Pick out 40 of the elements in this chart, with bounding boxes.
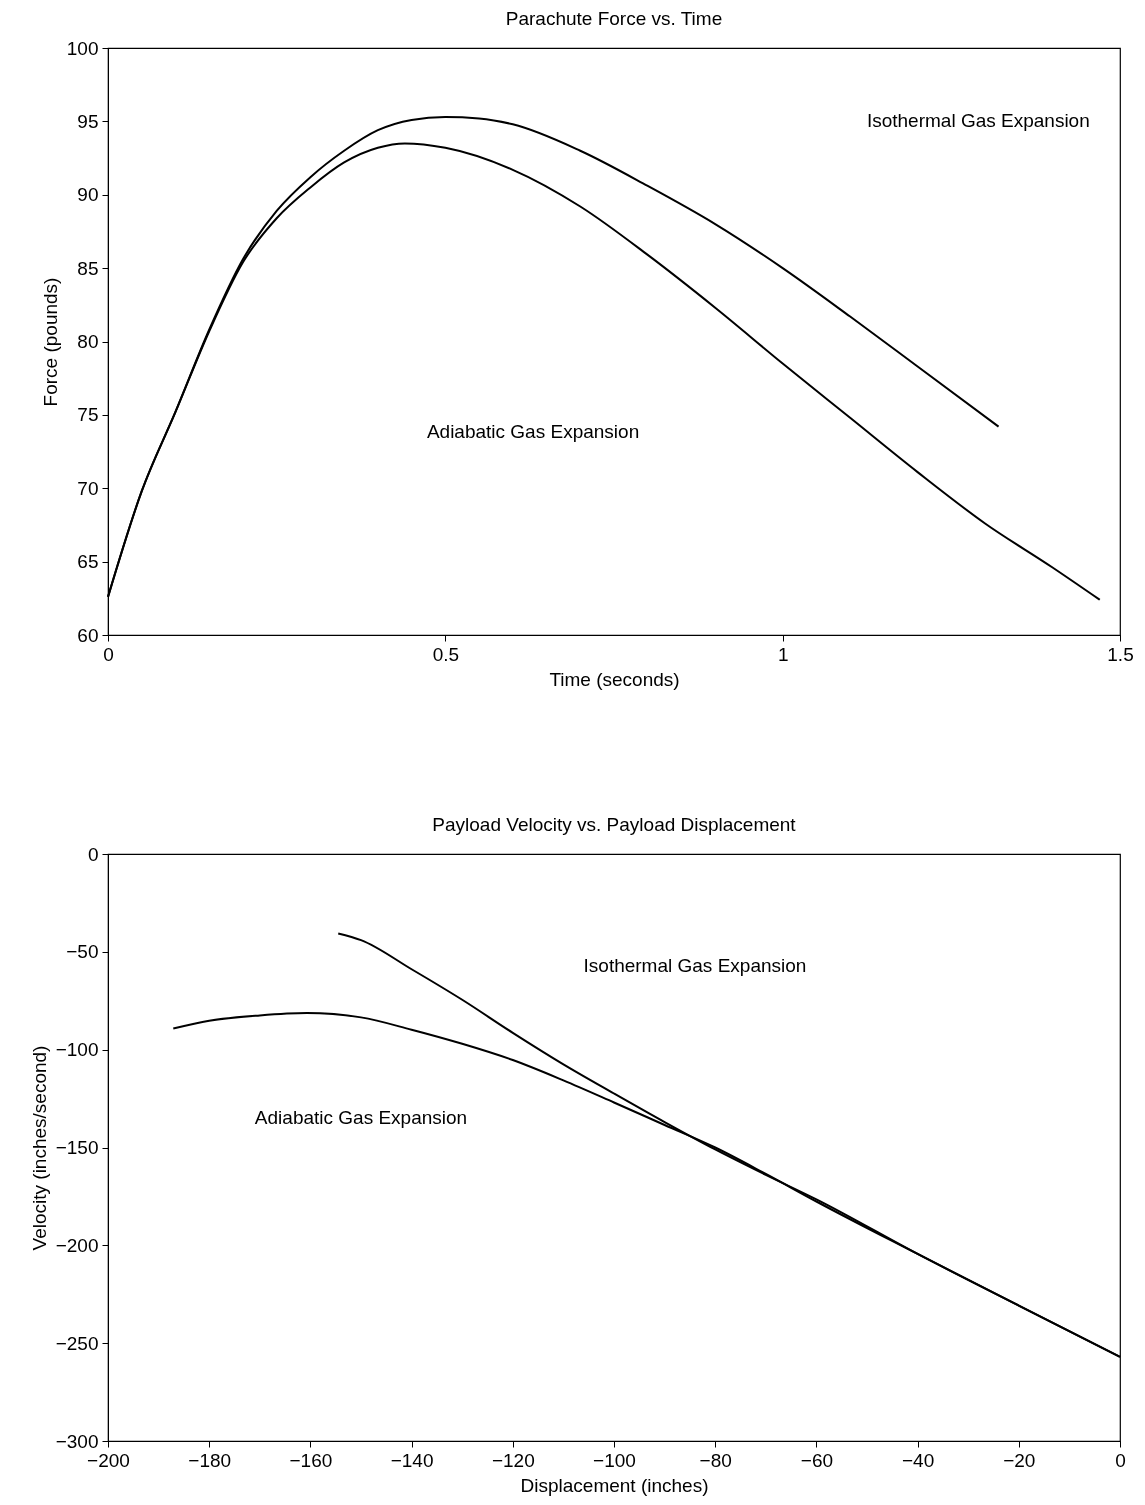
x-axis-title: Displacement (inches) — [520, 1474, 709, 1496]
y-tick-label: 75 — [77, 404, 99, 426]
x-tick-label: −140 — [390, 1449, 434, 1471]
x-tick-label: −160 — [289, 1449, 333, 1471]
x-tick-label: −20 — [1003, 1449, 1036, 1471]
y-tick-label: −50 — [66, 941, 99, 963]
annotation: Isothermal Gas Expansion — [583, 954, 807, 976]
y-tick-label: 65 — [77, 551, 99, 573]
chart-title: Parachute Force vs. Time — [505, 8, 723, 29]
y-tick-label: −150 — [55, 1137, 99, 1158]
x-tick-label: 0 — [1115, 1449, 1126, 1471]
y-tick-label: −250 — [55, 1332, 99, 1354]
y-tick-label: 0 — [87, 843, 99, 865]
y-tick-label: 100 — [66, 37, 99, 59]
x-tick-label: −80 — [699, 1449, 732, 1471]
y-tick-label: 80 — [77, 331, 99, 352]
annotation: Adiabatic Gas Expansion — [426, 421, 640, 443]
x-axis-title: Time (seconds) — [549, 668, 680, 690]
y-tick-label: 85 — [77, 257, 99, 279]
y-tick-label: 95 — [77, 110, 99, 132]
y-tick-label: 60 — [77, 624, 99, 646]
chart-title: Payload Velocity vs. Payload Displacement — [432, 814, 797, 835]
annotation: Isothermal Gas Expansion — [866, 110, 1090, 132]
y-tick-label: −100 — [55, 1039, 99, 1061]
x-tick-label: 1 — [777, 643, 789, 665]
x-tick-label: −120 — [491, 1449, 535, 1471]
x-tick-label: 0.5 — [432, 643, 460, 665]
y-tick-label: −300 — [55, 1430, 99, 1452]
y-tick-label: 90 — [77, 184, 99, 206]
x-tick-label: 0 — [103, 643, 114, 665]
y-tick-label: 70 — [77, 477, 99, 499]
y-axis-title: Velocity (inches/second) — [28, 1045, 50, 1251]
annotation: Adiabatic Gas Expansion — [254, 1107, 468, 1129]
x-tick-label: 1.5 — [1107, 643, 1134, 665]
x-tick-label: −100 — [593, 1449, 636, 1471]
x-tick-label: −40 — [901, 1449, 935, 1471]
x-tick-label: −60 — [800, 1449, 834, 1471]
x-tick-label: −180 — [188, 1449, 232, 1471]
y-tick-label: −200 — [55, 1234, 99, 1256]
y-axis-title: Force (pounds) — [39, 277, 61, 407]
